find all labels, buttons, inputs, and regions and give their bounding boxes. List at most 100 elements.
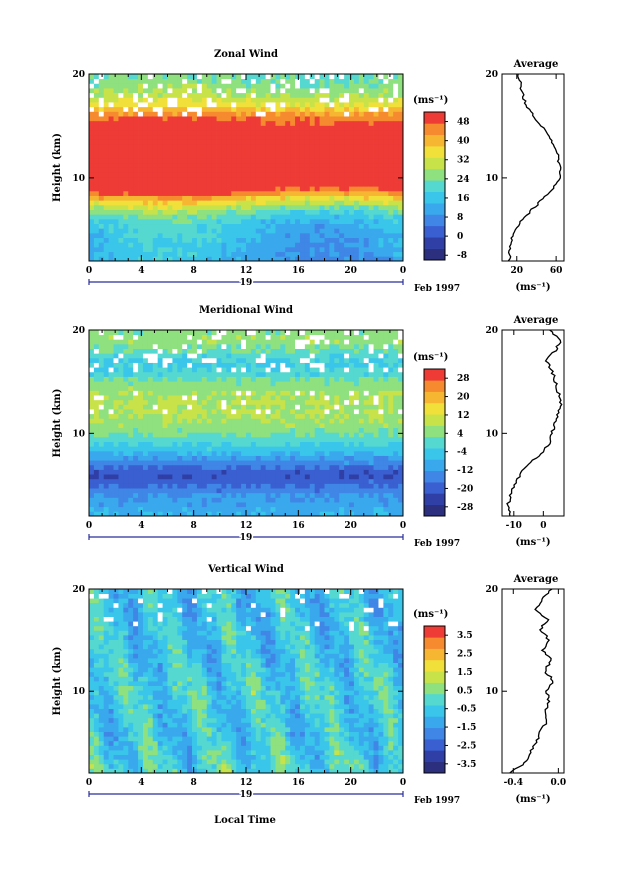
- heatmap-cell: [358, 186, 365, 192]
- heatmap-cell: [93, 172, 100, 178]
- heatmap-cell: [314, 469, 320, 475]
- heatmap-cell: [363, 148, 370, 154]
- heatmap-cell: [304, 409, 311, 415]
- heatmap-cell: [285, 436, 291, 442]
- heatmap-cell: [206, 371, 213, 377]
- heatmap-cell: [241, 139, 247, 145]
- heatmap-cell: [241, 218, 247, 225]
- heatmap-cell: [393, 256, 399, 262]
- heatmap-cell: [93, 367, 100, 373]
- heatmap-cell: [231, 139, 237, 145]
- heatmap-cell: [270, 423, 276, 429]
- heatmap-cell: [172, 204, 178, 210]
- heatmap-cell: [280, 78, 286, 84]
- heatmap-cell: [182, 423, 188, 429]
- heatmap-cell: [172, 474, 178, 480]
- heatmap-cell: [304, 111, 311, 117]
- heatmap-cell: [246, 450, 252, 456]
- heatmap-cell: [113, 111, 119, 117]
- heatmap-cell: [250, 432, 257, 438]
- heatmap-cell: [128, 334, 134, 340]
- heatmap-cell: [265, 144, 271, 150]
- heatmap-cell: [290, 478, 296, 484]
- heatmap-cell: [383, 195, 389, 201]
- heatmap-cell: [368, 362, 374, 368]
- heatmap-cell: [128, 506, 134, 512]
- heatmap-cell: [236, 223, 242, 229]
- heatmap-cell: [103, 158, 110, 164]
- heatmap-cell: [93, 460, 100, 466]
- heatmap-cell: [118, 246, 124, 253]
- heatmap-cell: [108, 256, 114, 262]
- heatmap-cell: [103, 423, 110, 429]
- heatmap-cell: [162, 172, 168, 178]
- heatmap-cell: [285, 195, 291, 201]
- heatmap-cell: [98, 144, 105, 150]
- heatmap-cell: [334, 172, 340, 178]
- heatmap-cell: [344, 144, 350, 150]
- heatmap-cell: [211, 450, 217, 456]
- heatmap-cell: [339, 223, 345, 229]
- heatmap-cell: [329, 232, 335, 239]
- heatmap-cell: [231, 343, 237, 349]
- heatmap-cell: [182, 74, 188, 80]
- heatmap-cell: [285, 204, 291, 210]
- heatmap-cell: [324, 167, 330, 173]
- heatmap-cell: [221, 474, 227, 480]
- heatmap-cell: [353, 153, 360, 159]
- heatmap-cell: [290, 334, 296, 340]
- heatmap-cell: [152, 409, 159, 415]
- heatmap-cell: [383, 172, 389, 178]
- heatmap-cell: [334, 334, 340, 340]
- heatmap-cell: [93, 469, 100, 475]
- heatmap-cell: [280, 139, 286, 145]
- heatmap-cell: [344, 371, 350, 377]
- heatmap-cell: [123, 423, 129, 429]
- heatmap-cell: [196, 223, 203, 229]
- heatmap-cell: [157, 242, 163, 248]
- heatmap-cell: [270, 78, 276, 84]
- heatmap-cell: [108, 153, 114, 159]
- heatmap-cell: [206, 488, 213, 494]
- heatmap-cell: [329, 436, 335, 442]
- heatmap-cell: [290, 139, 296, 145]
- heatmap-cell: [182, 78, 188, 84]
- heatmap-cell: [368, 92, 374, 98]
- heatmap-cell: [393, 153, 399, 159]
- heatmap-cell: [142, 362, 149, 368]
- heatmap-cell: [162, 418, 168, 424]
- heatmap-cell: [152, 83, 159, 89]
- heatmap-cell: [378, 181, 384, 187]
- heatmap-cell: [118, 381, 124, 387]
- heatmap-cell: [192, 367, 198, 373]
- heatmap-cell: [231, 246, 237, 253]
- heatmap-cell: [339, 469, 345, 475]
- heatmap-cell: [285, 83, 291, 89]
- heatmap-cell: [304, 436, 311, 442]
- heatmap-cell: [309, 427, 316, 433]
- heatmap-cell: [182, 371, 188, 377]
- heatmap-cell: [167, 478, 173, 484]
- heatmap-cell: [172, 497, 178, 503]
- heatmap-cell: [216, 223, 222, 229]
- heatmap-cell: [339, 404, 345, 410]
- heatmap-cell: [162, 385, 168, 391]
- heatmap-cell: [255, 330, 262, 336]
- heatmap-cell: [290, 432, 296, 438]
- heatmap-cell: [250, 497, 257, 503]
- heatmap-cell: [113, 102, 119, 108]
- heatmap-cell: [270, 74, 276, 80]
- heatmap-cell: [93, 200, 100, 206]
- heatmap-cell: [319, 455, 325, 461]
- heatmap-cell: [344, 167, 350, 173]
- heatmap-cell: [334, 423, 340, 429]
- heatmap-cell: [216, 427, 222, 433]
- heatmap-cell: [211, 343, 217, 349]
- heatmap-cell: [314, 455, 320, 461]
- heatmap-cell: [280, 474, 286, 480]
- heatmap-cell: [353, 399, 360, 405]
- heatmap-cell: [133, 88, 139, 94]
- heatmap-cell: [177, 246, 183, 253]
- heatmap-cell: [103, 339, 110, 345]
- heatmap-cell: [216, 134, 222, 140]
